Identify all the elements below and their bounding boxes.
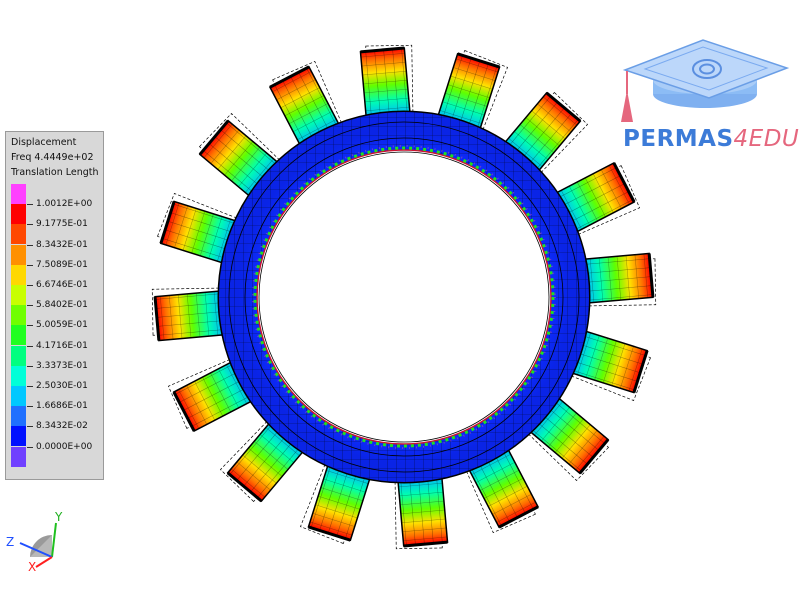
gear-tooth — [151, 287, 238, 342]
legend-value: 2.5030E-01 — [36, 381, 88, 391]
legend-value: 5.8402E-01 — [36, 300, 88, 311]
legend-tick — [27, 244, 33, 246]
legend-swatch — [11, 325, 26, 346]
legend-value: 8.3432E-01 — [36, 239, 88, 250]
legend-tick — [27, 204, 33, 206]
legend-tick — [27, 345, 33, 347]
legend-tick — [27, 264, 33, 266]
legend-title: Displacement — [11, 137, 77, 148]
legend-swatch — [11, 446, 26, 467]
legend-value: 1.0012E+00 — [36, 199, 93, 210]
legend-quantity: Translation Length — [11, 167, 99, 178]
legend-tick — [27, 224, 33, 226]
legend-swatch — [11, 365, 26, 386]
legend-swatch — [11, 426, 26, 447]
displacement-legend: Displacement Freq 4.4449e+02 Translation… — [5, 131, 104, 480]
legend-tick — [27, 386, 33, 387]
logo-text: PERMAS4EDU — [623, 126, 799, 152]
legend-swatch — [11, 204, 26, 225]
axis-x-label: X — [28, 560, 36, 574]
legend-swatch — [11, 345, 26, 366]
constraint-markers — [252, 145, 556, 449]
legend-swatch — [11, 406, 26, 427]
axis-triad: Y Z X — [6, 510, 63, 574]
legend-value: 9.1775E-01 — [36, 219, 88, 230]
legend-tick — [27, 305, 33, 307]
axis-y-label: Y — [54, 510, 63, 524]
gear-ring — [217, 110, 591, 484]
legend-value: 6.6746E-01 — [36, 280, 88, 290]
legend-swatch — [11, 244, 26, 265]
legend-tick — [27, 365, 33, 367]
axis-z-label: Z — [6, 535, 14, 549]
legend-value: 4.1716E-01 — [36, 340, 88, 351]
legend-swatch — [11, 305, 26, 326]
legend-value: 3.3373E-01 — [36, 360, 88, 371]
permas4edu-logo — [621, 39, 790, 122]
gear-tooth — [359, 44, 414, 131]
gear-tooth — [394, 463, 449, 550]
legend-value: 0.0000E+00 — [36, 441, 93, 452]
graduation-cap-icon — [621, 39, 790, 122]
legend-tick — [27, 325, 33, 327]
legend-tick — [27, 285, 33, 286]
legend-swatch — [11, 264, 26, 285]
legend-value: 5.0059E-01 — [36, 320, 88, 331]
legend-value: 8.3432E-02 — [36, 421, 88, 432]
logo-brand: PERMAS — [623, 126, 734, 152]
legend-swatch — [11, 184, 26, 204]
legend-tick — [27, 426, 33, 428]
legend-swatch — [11, 285, 26, 305]
legend-value: 7.5089E-01 — [36, 259, 88, 270]
legend-frequency: Freq 4.4449e+02 — [11, 152, 94, 163]
legend-tick — [27, 446, 33, 448]
gear-tooth — [570, 252, 657, 307]
legend-swatch — [11, 224, 26, 245]
legend-value: 1.6686E-01 — [36, 401, 88, 412]
logo-suffix: 4EDU — [733, 126, 800, 152]
legend-tick — [27, 406, 33, 408]
legend-swatch — [11, 386, 26, 406]
